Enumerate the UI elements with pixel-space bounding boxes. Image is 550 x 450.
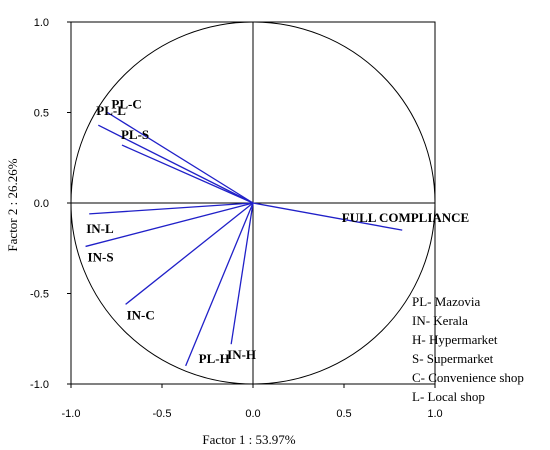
x-tick-label: 1.0 [427,408,442,420]
y-tick-label: 0.5 [34,108,49,120]
legend-entry: H- Hypermarket [412,332,498,347]
x-tick-label: 0.0 [245,408,260,420]
y-tick-label: 0.0 [34,198,49,210]
vector-pl-h [185,202,254,367]
vector-in-h [230,202,254,345]
vector-label-in-l: IN-L [86,221,114,236]
legend-entry: IN- Kerala [412,313,468,328]
x-tick-label: -1.0 [62,408,81,420]
vector-label-pl-c: PL-C [111,97,141,112]
vector-in-s [85,202,254,248]
axes: -1.0 -0.5 0.0 0.5 1.0 1.0 0.5 0.0 -0.5 -1.0 [30,17,443,420]
legend-entry: L- Local shop [412,389,485,404]
y-tick-label: -1.0 [30,379,49,391]
legend: PL- Mazovia IN- Kerala H- Hypermarket S- Su… [412,294,524,404]
vectors [85,111,403,367]
vector-pl-s [121,144,254,204]
y-axis-title: Factor 2 : 26.26% [5,158,20,251]
x-tick-label: 0.5 [336,408,351,420]
x-tick-label: -0.5 [153,408,172,420]
y-tick-label: 1.0 [34,17,49,29]
vector-label-in-h: IN-H [227,347,256,362]
vector-pl-l [98,124,254,204]
vector-full-compliance [252,202,403,231]
legend-entry: PL- Mazovia [412,294,480,309]
vector-label-pl-s: PL-S [121,127,149,142]
vector-label-pl-l: PL-L [96,103,126,118]
vector-labels: PL-CPL-L PL-S IN-L IN-S IN-C IN-HPL-H FULL COM… [86,97,469,366]
vector-pl-c [107,111,254,204]
legend-entry: C- Convenience shop [412,370,524,385]
vector-label-in-c: IN-C [127,307,155,322]
vector-label-in-s: IN-S [88,249,114,264]
x-axis-title: Factor 1 : 53.97% [202,432,295,447]
y-tick-label: -0.5 [30,289,49,301]
vector-label-pl-h: PL-H [199,351,230,366]
vector-label-full-compliance: FULL COMPLIANCE [342,210,469,225]
vector-in-c [125,202,254,305]
vector-in-l [89,202,254,215]
legend-entry: S- Supermarket [412,351,494,366]
